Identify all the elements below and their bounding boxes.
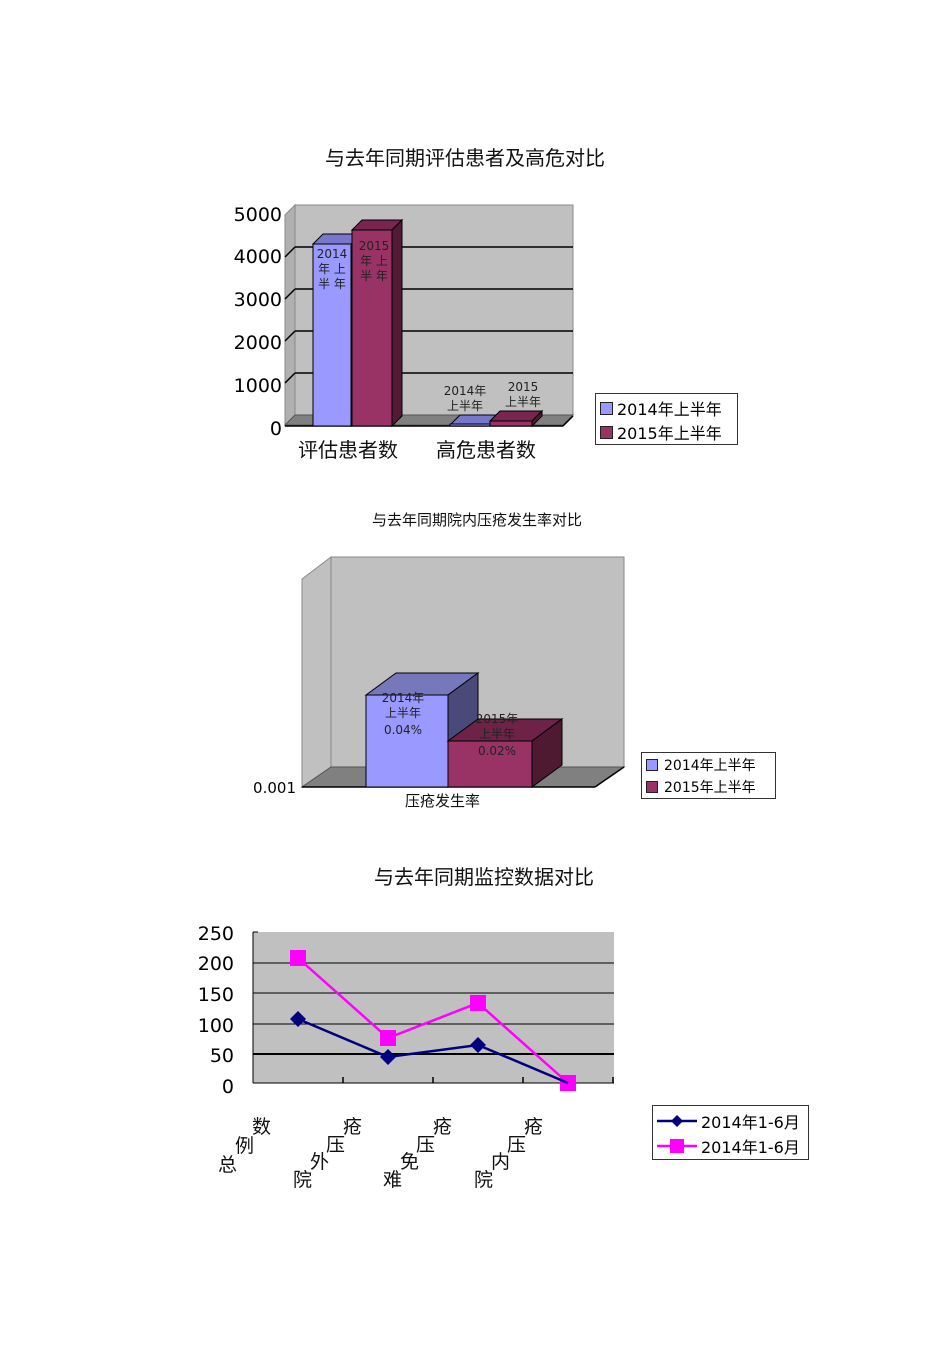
legend-item-series-2: 2014年1-6月	[657, 1133, 804, 1158]
chart3-legend: 2014年1-6月 2014年1-6月	[652, 1105, 809, 1160]
bar-label-2015-c1: 2015 年 上 半 年	[358, 239, 390, 283]
bar-label-2015: 2015年 上半年 0.02%	[468, 712, 526, 759]
chart1-legend: 2014年上半年 2015年上半年	[595, 393, 738, 445]
square-marker-icon	[657, 1138, 697, 1153]
y-tick: 200	[197, 953, 234, 975]
legend-item-2015: 2015年上半年	[646, 776, 771, 798]
legend-swatch-2015	[646, 781, 658, 793]
x-category-label: 评估患者数	[298, 438, 398, 462]
x-category-label: 压疮发生率	[405, 792, 481, 810]
y-tick: 0	[269, 418, 282, 440]
y-tick: 4000	[233, 246, 282, 268]
y-tick: 50	[209, 1045, 234, 1067]
chart1-plot	[283, 203, 575, 428]
legend-label: 2015年上半年	[664, 780, 756, 796]
bar-label-2014: 2014年 上半年 0.04%	[374, 691, 432, 738]
y-tick: 3000	[233, 289, 282, 311]
chart1-title: 与去年同期评估患者及高危对比	[325, 146, 605, 170]
legend-swatch-2015	[600, 425, 613, 439]
bar-label-line: 2014年	[381, 691, 425, 705]
x-category-label-4: 院 内 压 疮 院内压疮	[474, 1116, 544, 1191]
y-tick: 0	[221, 1076, 234, 1098]
legend-label: 2015年上半年	[617, 424, 722, 443]
chart3-title: 与去年同期监控数据对比	[374, 865, 594, 889]
x-category-label: 高危患者数	[436, 438, 536, 462]
legend-swatch-2014	[646, 759, 658, 771]
legend-item-2014: 2014年上半年	[646, 754, 771, 776]
y-tick: 5000	[233, 204, 282, 226]
y-tick: 0.001	[253, 779, 296, 797]
legend-swatch-2014	[600, 401, 613, 415]
x-category-label-1: 总 例 数 总例数	[218, 1116, 272, 1176]
legend-label: 2014年1-6月	[701, 1112, 800, 1132]
chart2-legend: 2014年上半年 2015年上半年	[641, 752, 776, 799]
bar-label-value: 0.02%	[477, 744, 517, 758]
bar-label-line: 2015年	[475, 712, 519, 726]
y-tick: 250	[197, 923, 234, 945]
bar-label-line: 上半年	[384, 706, 421, 720]
chart3-plot	[252, 931, 614, 1091]
y-tick: 150	[197, 984, 234, 1006]
bar-label-2014-c1: 2014 年 上 半 年	[316, 247, 348, 291]
y-tick: 100	[197, 1015, 234, 1037]
y-tick: 1000	[233, 375, 282, 397]
chart2-plot	[300, 555, 626, 788]
legend-item-series-1: 2014年1-6月	[657, 1108, 804, 1133]
legend-label: 2014年1-6月	[701, 1137, 800, 1157]
diamond-marker-icon	[657, 1114, 697, 1127]
bar-label-2015-c2: 2015 上半年	[504, 380, 541, 409]
legend-item-2014: 2014年上半年	[600, 396, 733, 420]
bar-label-value: 0.04%	[383, 723, 423, 737]
chart2-title: 与去年同期院内压疮发生率对比	[372, 511, 583, 529]
legend-label: 2014年上半年	[617, 400, 722, 419]
legend-label: 2014年上半年	[664, 758, 756, 774]
y-tick: 2000	[233, 332, 282, 354]
legend-item-2015: 2015年上半年	[600, 420, 733, 444]
bar-label-line: 上半年	[478, 727, 515, 741]
bar-label-2014-c2: 2014年 上半年	[443, 384, 487, 413]
